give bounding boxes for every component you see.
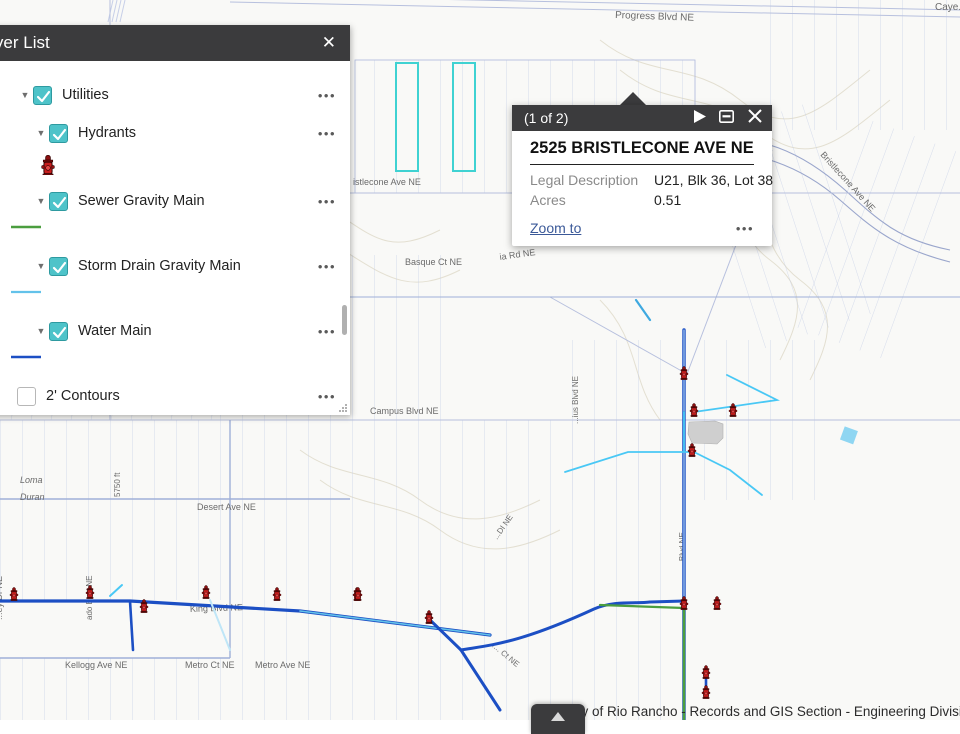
svg-text:Loma: Loma — [20, 475, 43, 485]
svg-text:Kellogg Ave NE: Kellogg Ave NE — [65, 660, 127, 670]
svg-text:...ey Dr NE: ...ey Dr NE — [0, 576, 4, 620]
svg-text:5750 ft: 5750 ft — [113, 472, 122, 497]
svg-text:Metro Ave NE: Metro Ave NE — [255, 660, 310, 670]
svg-text:istlecone Ave NE: istlecone Ave NE — [353, 177, 421, 187]
svg-text:...ius Blvd NE: ...ius Blvd NE — [571, 376, 580, 424]
svg-text:Caye...: Caye... — [935, 2, 960, 13]
svg-text:Metro Ct NE: Metro Ct NE — [185, 660, 235, 670]
svg-text:Campus Blvd NE: Campus Blvd NE — [370, 406, 439, 416]
svg-text:Basque Ct NE: Basque Ct NE — [405, 257, 462, 267]
svg-text:Duran: Duran — [20, 492, 45, 502]
svg-text:Desert Ave NE: Desert Ave NE — [197, 502, 256, 512]
